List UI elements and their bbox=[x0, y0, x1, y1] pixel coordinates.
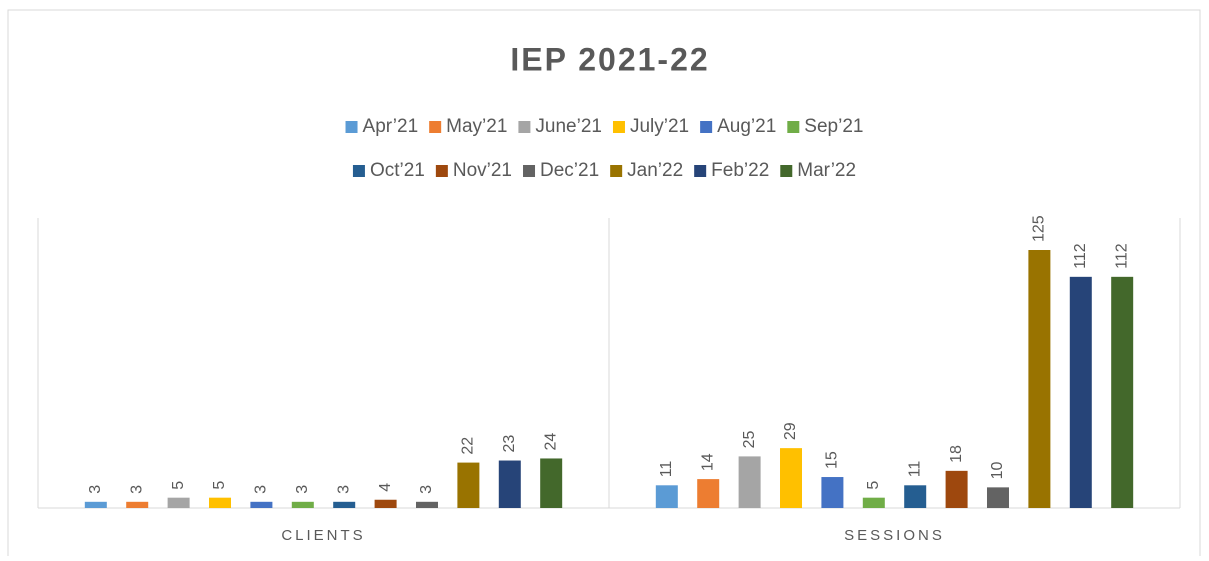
bar bbox=[904, 485, 927, 508]
legend-label: May’21 bbox=[446, 116, 507, 137]
x-tick-label: SESSIONS bbox=[844, 527, 945, 544]
bar bbox=[126, 501, 149, 508]
legend-label: June’21 bbox=[535, 116, 602, 137]
legend-label: Apr’21 bbox=[363, 116, 419, 137]
data-label: 15 bbox=[824, 451, 841, 469]
legend-label: Dec’21 bbox=[540, 160, 599, 181]
data-label: 10 bbox=[989, 461, 1006, 479]
data-label: 4 bbox=[377, 483, 394, 492]
x-tick-label: CLIENTS bbox=[281, 527, 365, 544]
bar bbox=[415, 501, 438, 508]
data-label: 5 bbox=[211, 481, 228, 490]
data-label: 22 bbox=[460, 437, 477, 455]
data-label: 3 bbox=[418, 485, 435, 494]
legend-swatch bbox=[518, 121, 531, 133]
data-label: 11 bbox=[906, 461, 923, 478]
legend-swatch bbox=[352, 165, 365, 177]
bar bbox=[374, 499, 397, 508]
bar bbox=[821, 477, 844, 508]
data-label: 14 bbox=[699, 453, 716, 471]
data-label: 3 bbox=[253, 485, 270, 494]
data-label: 3 bbox=[128, 485, 145, 494]
data-label: 3 bbox=[335, 485, 352, 494]
bar bbox=[1069, 276, 1092, 508]
data-label: 5 bbox=[865, 481, 882, 490]
legend-swatch bbox=[780, 165, 793, 177]
bar bbox=[209, 497, 232, 508]
data-label: 18 bbox=[948, 445, 965, 463]
bar bbox=[986, 487, 1009, 508]
bar bbox=[84, 501, 107, 508]
bar bbox=[780, 448, 803, 508]
legend-label: Feb’22 bbox=[711, 160, 769, 181]
data-label: 11 bbox=[658, 461, 675, 478]
bar bbox=[697, 479, 720, 508]
legend-label: Mar’22 bbox=[797, 160, 856, 181]
data-label: 112 bbox=[1113, 243, 1130, 269]
legend-label: Jan’22 bbox=[627, 160, 683, 181]
legend-label: Aug’21 bbox=[717, 116, 776, 137]
data-label: 24 bbox=[542, 433, 559, 451]
legend-label: Nov’21 bbox=[453, 160, 512, 181]
legend-label: Sep’21 bbox=[804, 116, 863, 137]
bar bbox=[945, 470, 968, 508]
legend-swatch bbox=[435, 165, 448, 177]
bar bbox=[291, 501, 314, 508]
data-label: 29 bbox=[782, 422, 799, 440]
data-label: 3 bbox=[87, 485, 104, 494]
bar bbox=[738, 456, 761, 508]
bar bbox=[333, 501, 356, 508]
bar bbox=[498, 460, 521, 508]
legend-swatch bbox=[612, 121, 625, 133]
legend-swatch bbox=[523, 165, 536, 177]
legend-swatch bbox=[694, 165, 707, 177]
data-label: 125 bbox=[1031, 215, 1048, 242]
bar bbox=[457, 462, 480, 508]
legend-swatch bbox=[429, 121, 442, 133]
bar bbox=[1111, 276, 1134, 508]
legend-swatch bbox=[610, 165, 623, 177]
legend-label: Oct’21 bbox=[370, 160, 425, 181]
bar bbox=[1028, 250, 1051, 508]
legend-swatch bbox=[345, 121, 358, 133]
data-label: 112 bbox=[1072, 243, 1089, 269]
chart-border bbox=[7, 9, 1201, 561]
data-label: 23 bbox=[501, 435, 518, 453]
chart-title: IEP 2021-22 bbox=[510, 41, 709, 77]
bar bbox=[540, 458, 563, 508]
legend-swatch bbox=[787, 121, 800, 133]
bar bbox=[862, 497, 885, 508]
data-label: 3 bbox=[294, 485, 311, 494]
legend-label: July’21 bbox=[630, 116, 689, 137]
legend-swatch bbox=[700, 121, 713, 133]
bar bbox=[250, 501, 273, 508]
bar bbox=[167, 497, 190, 508]
data-label: 25 bbox=[741, 431, 758, 449]
data-label: 5 bbox=[170, 481, 187, 490]
bar bbox=[655, 485, 678, 508]
